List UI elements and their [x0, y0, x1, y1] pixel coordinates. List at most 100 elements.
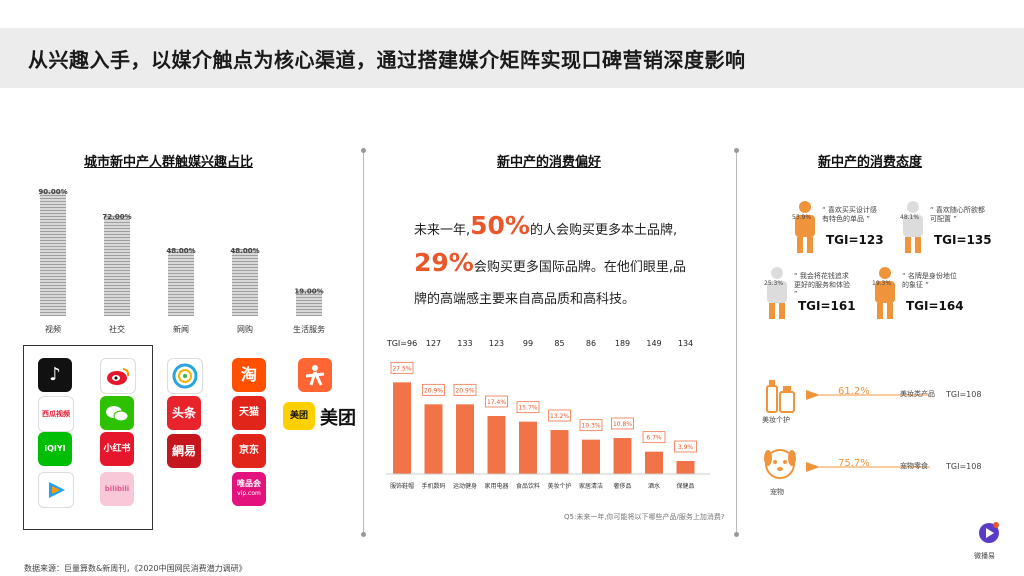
row-desc-cosmetics: 美妆类产品: [900, 390, 935, 398]
interest-bar: [40, 190, 66, 316]
netease-icon: 網易: [167, 434, 201, 468]
interest-category-label: 社交: [109, 324, 125, 334]
attitude-tgi: TGI=161: [798, 299, 856, 313]
attitude-tgi: TGI=135: [934, 233, 992, 247]
attitude-quote: “ 我会将花钱追求更好的服务和体验 ”: [794, 272, 850, 298]
preference-value-box: [516, 401, 540, 414]
header-band: 从兴趣入手，以媒介触点为核心渠道，通过搭建媒介矩阵实现口碑营销深度影响: [0, 28, 1024, 88]
bilibili-icon: bilibili: [100, 472, 134, 506]
preference-bar: [456, 404, 474, 474]
attitude-tgi: TGI=123: [826, 233, 884, 247]
preference-bar: [645, 451, 663, 474]
taobao-icon: 淘: [232, 358, 266, 392]
interest-bar: [232, 248, 258, 316]
tgi-label: 133: [457, 339, 472, 348]
preference-value-label: 10.3%: [581, 423, 600, 430]
pref-line2-post: 会购买更多国际品牌。在他们眼里,品: [473, 260, 686, 275]
preference-bar: [424, 404, 443, 474]
tgi-label: 85: [554, 339, 564, 348]
person-icon: [898, 200, 928, 260]
interest-value-label: 48.00%: [166, 247, 195, 255]
preference-value-box: [579, 419, 603, 432]
preference-section-title: 新中产的消费偏好: [497, 155, 602, 170]
preference-category-label: 食品饮料: [516, 482, 540, 490]
preference-category-label: 奢侈品: [613, 482, 631, 490]
preference-bar-chart: TGI=96 27.5% 服饰鞋帽 127 20.9% 手机数码 133 20.9% 运动健身 1…: [386, 339, 710, 490]
interest-section-title: 城市新中产人群触媒兴趣占比: [84, 155, 254, 170]
preference-category-label: 美妆个护: [547, 482, 571, 490]
interest-value-label: 90.00%: [38, 188, 67, 196]
row-label-cosmetics: 美妆个护: [762, 416, 790, 424]
row-tgi-pet: TGI=108: [946, 462, 982, 471]
preference-bar: [613, 438, 632, 474]
meituan-icon: 美团: [283, 402, 315, 430]
preference-value-label: 10.8%: [613, 421, 632, 428]
xiaohongshu-icon: 小红书: [100, 432, 134, 466]
preference-bar: [550, 430, 569, 474]
preference-value-box: [548, 409, 571, 422]
preference-value-label: 20.9%: [424, 387, 443, 394]
iqiyi-icon: iQIYI: [38, 432, 72, 466]
pref-pct-50: 50%: [470, 211, 530, 240]
preference-value-box: [674, 440, 697, 453]
person-icon: [762, 266, 792, 326]
row-tgi-cosmetics: TGI=108: [946, 390, 982, 399]
preference-value-box: [422, 383, 445, 396]
attitude-tgi: TGI=164: [906, 299, 964, 313]
preference-category-label: 酒水: [648, 482, 660, 490]
preference-category-label: 家居清洁: [579, 482, 603, 490]
interest-bar-chart: 90.00% 视频 72.00% 社交 48.00% 新闻 48.00% 网购 19.00% 生活…: [38, 188, 325, 334]
preference-value-box: [485, 395, 508, 408]
tgi-label: 134: [678, 339, 693, 348]
vip-name: 唯品会: [237, 479, 261, 488]
pet-arrow-row: [806, 462, 930, 472]
interest-category-label: 网购: [237, 324, 253, 334]
meituan-label: 美团: [320, 408, 356, 429]
preference-value-box: [453, 383, 477, 396]
attitude-pct: 53.9%: [792, 214, 812, 221]
preference-value-box: [611, 417, 634, 430]
jd-icon: 京东: [232, 434, 266, 468]
data-source: 数据来源：巨量算数&新周刊，《2020中国网民消费潜力调研》: [24, 564, 247, 573]
preference-bar: [393, 382, 411, 474]
divider-left: [361, 148, 366, 537]
interest-value-label: 48.00%: [230, 247, 259, 255]
preference-value-label: 27.5%: [392, 365, 411, 372]
tencent-news-icon: [167, 358, 203, 394]
app-icons-box: [23, 345, 153, 530]
weibo-icon: [100, 358, 136, 394]
attitude-pct: 48.1%: [900, 214, 920, 221]
preference-value-label: 3.9%: [678, 444, 694, 451]
tgi-label: 189: [615, 339, 630, 348]
preference-category-label: 手机数码: [421, 482, 445, 490]
tgi-label: 123: [489, 339, 504, 348]
tmall-icon: 天猫: [232, 396, 266, 430]
tgi-label: 86: [586, 339, 596, 348]
row-label-pet: 宠物: [770, 488, 784, 496]
toutiao-icon: 头条: [167, 396, 201, 430]
cosmetics-icon: [763, 376, 799, 420]
tencent-video-icon: [38, 472, 74, 508]
brand-logo-icon: [976, 520, 1002, 546]
preference-category-label: 运动健身: [453, 482, 477, 490]
attitude-pct: 19.3%: [872, 280, 892, 287]
preference-category-label: 保健品: [676, 482, 694, 490]
interest-bar: [296, 289, 322, 316]
preference-value-label: 6.7%: [646, 435, 662, 442]
attitude-section-title: 新中产的消费态度: [818, 155, 923, 170]
pref-line1-pre: 未来一年,: [414, 223, 471, 238]
vip-icon: 唯品会 vip.com: [232, 472, 266, 506]
cosmetics-arrow-row: [806, 390, 930, 400]
vip-url: vip.com: [237, 490, 261, 497]
attitude-pct: 25.3%: [764, 280, 784, 287]
interest-category-label: 视频: [45, 324, 61, 334]
preference-bar: [487, 416, 506, 474]
interest-category-label: 新闻: [173, 324, 189, 334]
dianping-icon: [298, 358, 332, 392]
tiktok-icon: ♪: [38, 358, 72, 392]
row-desc-pet: 宠物零食: [900, 462, 928, 470]
attitude-quote: “ 喜欢买买设计感有特色的单品 ”: [822, 206, 877, 223]
preference-footnote: Q5:未来一年,你可能将以下哪些产品/服务上加消费?: [564, 513, 725, 521]
tgi-label: 149: [646, 339, 661, 348]
pref-line3: 牌的高端感主要来自高品质和高科技。: [414, 292, 636, 307]
